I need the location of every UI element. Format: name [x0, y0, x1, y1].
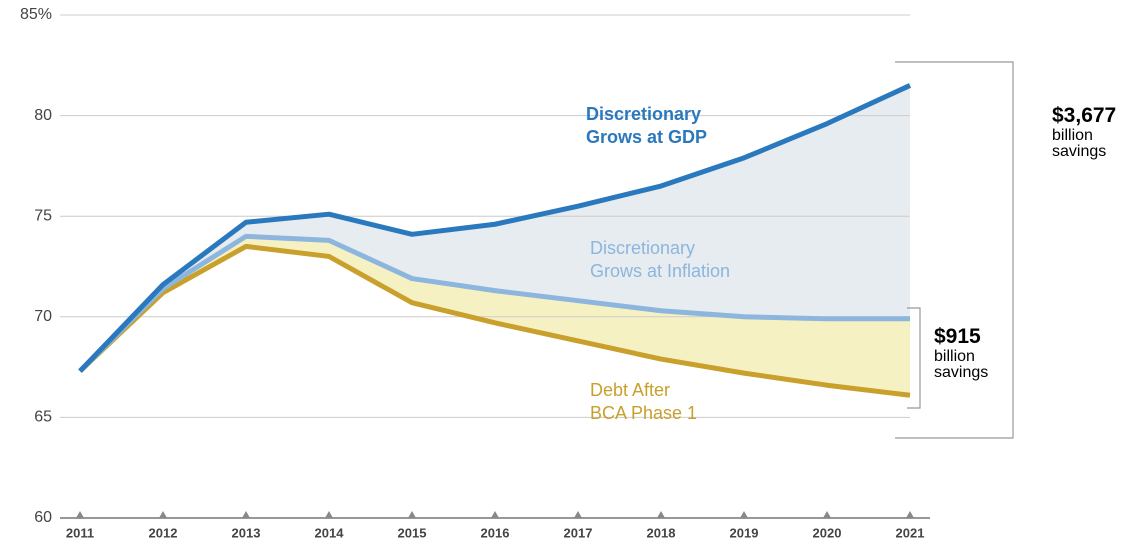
area-fill — [80, 85, 910, 372]
x-tick — [823, 511, 831, 518]
series-label: Discretionary Grows at Inflation — [590, 238, 731, 281]
y-tick-label: 60 — [34, 509, 52, 526]
x-tick-label: 2014 — [315, 525, 345, 540]
x-tick-label: 2017 — [564, 525, 593, 540]
x-tick — [906, 511, 914, 518]
area-fill — [80, 236, 910, 396]
x-tick-label: 2019 — [730, 525, 759, 540]
series-label: Discretionary Grows at GDP — [586, 104, 708, 147]
x-tick — [657, 511, 665, 518]
x-tick — [574, 511, 582, 518]
savings-amount: $3,677 — [1052, 104, 1117, 127]
x-tick — [740, 511, 748, 518]
y-tick-label: 75 — [34, 207, 52, 224]
series-label: Debt After BCA Phase 1 — [590, 380, 698, 423]
x-tick — [408, 511, 416, 518]
bracket — [907, 307, 921, 409]
x-tick-label: 2020 — [813, 525, 842, 540]
bracket — [895, 61, 1014, 439]
y-tick-label: 80 — [34, 107, 52, 124]
savings-text: billion savings — [934, 348, 989, 381]
x-tick-label: 2021 — [896, 525, 925, 540]
x-tick — [159, 511, 167, 518]
x-tick-label: 2011 — [66, 525, 94, 540]
x-tick-label: 2015 — [398, 525, 427, 540]
x-tick — [325, 511, 333, 518]
series-line — [78, 83, 912, 373]
x-tick-label: 2013 — [232, 525, 261, 540]
x-tick — [491, 511, 499, 518]
x-tick — [242, 511, 250, 518]
y-tick-label: 65 — [34, 409, 52, 426]
x-tick — [76, 511, 84, 518]
x-tick-label: 2016 — [481, 525, 510, 540]
x-tick-label: 2018 — [647, 525, 676, 540]
series-line — [78, 233, 910, 373]
savings-amount: $915 — [934, 325, 981, 348]
y-tick-label: 70 — [34, 308, 52, 325]
savings-text: billion savings — [1052, 127, 1107, 160]
x-tick-label: 2012 — [149, 525, 178, 540]
series-line — [78, 243, 911, 398]
y-tick-label: 85% — [20, 6, 52, 23]
